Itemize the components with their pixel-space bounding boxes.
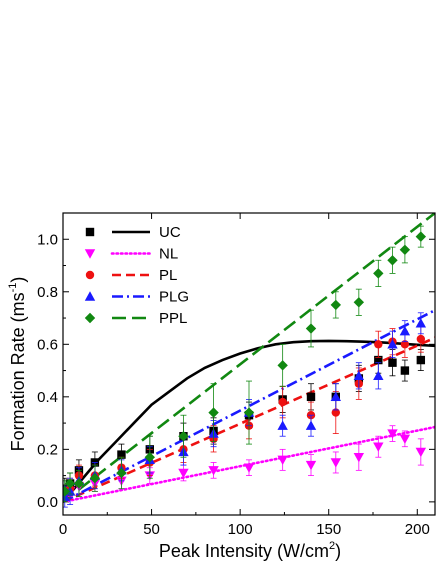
- legend-entry-ppl: PPL: [84, 310, 187, 327]
- data-point-uc: [400, 366, 410, 375]
- data-point-ppl: [63, 486, 70, 497]
- fit-line-ppl: [63, 213, 435, 503]
- legend-entry-pl: PL: [85, 267, 177, 284]
- legend-entry-plg: PLG: [84, 289, 189, 306]
- data-point-ppl: [330, 299, 341, 311]
- x-axis-title-tail: ): [335, 541, 341, 561]
- legend-label-ppl: PPL: [159, 310, 187, 327]
- data-point-ppl: [399, 244, 411, 255]
- data-point-ppl: [387, 255, 398, 266]
- y-axis-title-main: Formation Rate (ms: [8, 292, 28, 451]
- legend-entry-uc: UC: [85, 224, 181, 241]
- y-tick-label: 0.0: [37, 494, 58, 511]
- data-point-ppl: [305, 323, 317, 334]
- data-point-nl: [387, 429, 398, 439]
- data-point-nl: [243, 463, 255, 473]
- data-point-pl: [331, 408, 340, 417]
- y-tick-label: 0.4: [37, 389, 58, 406]
- data-point-ppl: [243, 407, 255, 418]
- data-point-nl: [399, 434, 411, 445]
- data-point-nl: [208, 466, 219, 476]
- data-point-nl: [353, 453, 365, 463]
- legend-marker-ppl: [84, 312, 96, 324]
- data-point-plg: [373, 370, 384, 381]
- data-point-plg: [399, 325, 411, 336]
- y-axis-title-sup: -1: [7, 283, 19, 293]
- data-point-nl: [330, 458, 341, 468]
- plot-frame: [62, 212, 436, 516]
- y-tick-label: 0.6: [37, 336, 58, 353]
- x-tick-label: 0: [59, 521, 67, 538]
- y-axis-title: Formation Rate (ms-1): [7, 277, 28, 452]
- legend-label-pl: PL: [159, 267, 177, 284]
- fit-line-uc: [63, 339, 435, 503]
- data-point-ppl: [415, 231, 427, 242]
- data-point-nl: [305, 460, 317, 471]
- y-tick-label: 0.8: [37, 284, 58, 301]
- data-point-ppl: [116, 467, 127, 479]
- data-point-uc: [388, 358, 397, 367]
- data-point-plg: [387, 339, 398, 349]
- data-point-uc: [416, 355, 426, 365]
- legend-marker-nl: [84, 249, 96, 259]
- data-point-nl: [373, 442, 384, 452]
- data-point-ppl: [353, 297, 365, 308]
- legend-label-uc: UC: [159, 224, 181, 241]
- y-tick-labels: 0.0 0.2 0.4 0.6 0.8 1.0: [37, 231, 58, 511]
- data-point-nl: [178, 468, 189, 479]
- y-tick-label: 1.0: [37, 231, 58, 248]
- x-axis-title: Peak Intensity (W/cm2): [159, 540, 341, 561]
- legend: UC NL PL PLG PPL: [84, 224, 189, 327]
- data-point-pl: [416, 334, 426, 344]
- data-point-plg: [277, 420, 288, 430]
- data-point-plg: [305, 420, 317, 430]
- data-point-plg: [415, 318, 427, 328]
- data-point-pl: [400, 340, 410, 349]
- x-tick-label: 150: [316, 521, 341, 538]
- data-point-plg: [353, 370, 365, 381]
- data-point-pl: [374, 340, 383, 349]
- data-point-uc: [117, 450, 126, 459]
- x-axis-title-sup: 2: [329, 540, 335, 552]
- data-points: [63, 225, 427, 508]
- x-tick-labels: 0 50 100 150 200: [59, 521, 430, 538]
- legend-label-nl: NL: [159, 246, 178, 263]
- data-point-pl: [278, 397, 287, 407]
- series-ppl-points: [63, 225, 427, 503]
- data-point-ppl: [73, 478, 85, 489]
- data-point-ppl: [64, 478, 76, 489]
- data-point-ppl: [89, 473, 101, 484]
- data-point-ppl: [144, 452, 155, 463]
- legend-entry-nl: NL: [84, 246, 178, 263]
- x-axis-title-main: Peak Intensity (W/cm: [159, 541, 329, 561]
- data-point-ppl: [373, 268, 384, 279]
- data-point-plg: [330, 391, 341, 402]
- data-point-nl: [415, 447, 427, 458]
- data-point-ppl: [277, 360, 288, 371]
- data-point-uc: [306, 392, 316, 402]
- legend-marker-plg: [84, 291, 96, 301]
- legend-marker-pl: [85, 270, 95, 280]
- data-point-ppl: [208, 407, 219, 418]
- x-tick-label: 100: [228, 521, 253, 538]
- data-point-uc: [374, 355, 383, 365]
- x-tick-label: 50: [143, 521, 160, 538]
- legend-label-plg: PLG: [159, 289, 189, 306]
- data-point-ppl: [178, 431, 189, 442]
- y-tick-label: 0.2: [37, 441, 58, 458]
- x-tick-label: 200: [405, 521, 430, 538]
- data-point-nl: [277, 455, 288, 466]
- y-axis-title-tail: ): [8, 277, 28, 283]
- legend-marker-uc: [85, 227, 95, 237]
